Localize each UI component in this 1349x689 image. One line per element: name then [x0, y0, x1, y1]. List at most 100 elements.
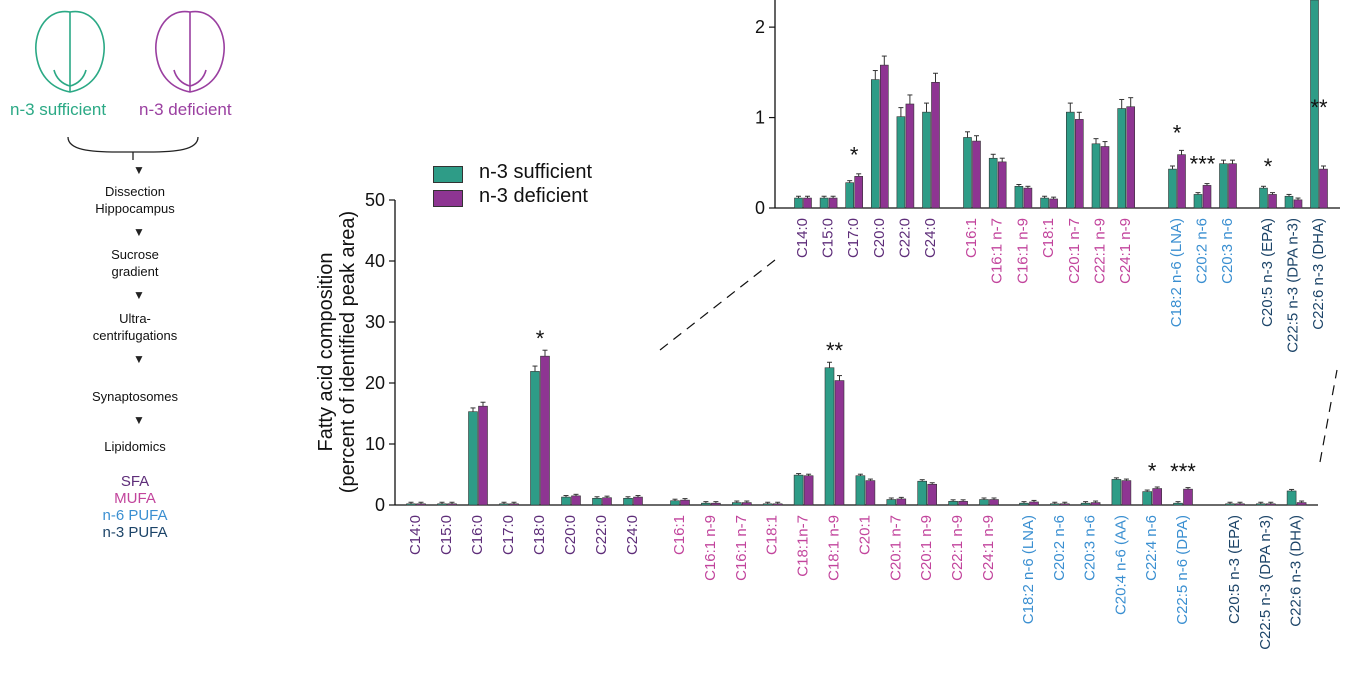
bar-deficient — [509, 503, 519, 506]
arrow-icon: ▼ — [133, 352, 145, 366]
bar-deficient — [803, 197, 812, 209]
bar-sufficient — [1168, 168, 1177, 209]
category-label: C18:1 n-9 — [826, 515, 843, 581]
category-label: C24:0 — [922, 218, 939, 258]
category-label: C14:0 — [794, 218, 811, 258]
bar-sufficient — [1256, 503, 1266, 506]
bar-sufficient — [1117, 108, 1126, 209]
bar-deficient — [1060, 503, 1070, 506]
bar-sufficient — [917, 480, 928, 506]
bar-sufficient — [1111, 479, 1122, 506]
step-ultra: Ultra- — [119, 311, 151, 326]
category-label: C14:0 — [407, 515, 424, 555]
bar-deficient — [931, 81, 940, 209]
category-label: C16:1 n-9 — [1014, 218, 1031, 284]
arrow-icon: ▼ — [133, 163, 145, 177]
bar-deficient — [803, 475, 814, 506]
zoom-connector-right — [1319, 369, 1338, 463]
significance-marker: * — [536, 326, 545, 351]
significance-marker: * — [1148, 459, 1157, 484]
y-tick-label: 20 — [365, 373, 385, 393]
bar-deficient — [1152, 488, 1162, 506]
bar-sufficient — [437, 503, 447, 506]
category-label: C16:1 n-7 — [733, 515, 750, 581]
category-label: C20:1 — [856, 515, 873, 555]
bar-sufficient — [1019, 502, 1029, 506]
brain-sufficient-icon — [35, 10, 105, 93]
bar-sufficient — [948, 501, 958, 506]
brain-left-label: n-3 sufficient — [10, 100, 107, 119]
bar-sufficient — [979, 499, 989, 506]
bar-sufficient — [468, 411, 478, 506]
bar-deficient — [680, 499, 690, 506]
merge-bracket — [67, 136, 199, 160]
bar-deficient — [1023, 187, 1033, 209]
bar-sufficient — [1142, 491, 1152, 506]
bar-sufficient — [988, 157, 998, 209]
step-dissection: Dissection — [105, 184, 165, 199]
bar-deficient — [896, 498, 907, 506]
bar-deficient — [602, 497, 612, 506]
category-label: C22:5 n-3 (DPA n-3) — [1285, 218, 1302, 353]
bar-sufficient — [1259, 187, 1268, 209]
bar-deficient — [571, 495, 581, 506]
bar-deficient — [1293, 199, 1303, 209]
step-hippocampus: Hippocampus — [95, 201, 175, 216]
class-label-n6: n-6 PUFA — [102, 507, 168, 524]
category-label: C20:1 n-7 — [1066, 218, 1083, 284]
significance-marker: ** — [1310, 95, 1328, 120]
category-label: C15:0 — [438, 515, 455, 555]
bar-sufficient — [1050, 503, 1060, 506]
bar-deficient — [1319, 168, 1328, 209]
bar-sufficient — [499, 503, 509, 506]
bar-deficient — [1266, 503, 1276, 506]
category-label: C20:0 — [562, 515, 579, 555]
class-label-mufa: MUFA — [114, 490, 156, 507]
category-label: C22:5 n-6 (DPA) — [1174, 515, 1191, 625]
category-label: C20:1 n-9 — [918, 515, 935, 581]
bar-deficient — [1075, 119, 1084, 209]
category-label: C22:5 n-3 (DPA n-3) — [1257, 515, 1274, 650]
category-label: C20:5 n-3 (EPA) — [1226, 515, 1243, 624]
workflow-diagram: n-3 sufficient n-3 deficient ▼ Dissectio… — [0, 0, 290, 689]
arrow-icon: ▼ — [133, 288, 145, 302]
category-label: C18:2 n-6 (LNA) — [1168, 218, 1185, 327]
bar-sufficient — [793, 474, 804, 506]
bar-sufficient — [922, 111, 931, 209]
category-label: C18:2 n-6 (LNA) — [1020, 515, 1037, 624]
step-gradient: gradient — [111, 264, 159, 279]
step-lipidomics: Lipidomics — [104, 439, 166, 454]
bar-deficient — [972, 140, 981, 209]
category-label: C20:2 n-6 — [1194, 218, 1211, 284]
bar-deficient — [879, 64, 889, 209]
y-tick-label: 40 — [365, 251, 385, 271]
bar-sufficient — [701, 502, 711, 506]
category-label: C22:6 n-3 (DHA) — [1310, 218, 1327, 330]
bar-sufficient — [1066, 111, 1075, 209]
bar-sufficient — [406, 503, 416, 506]
bar-sufficient — [870, 79, 880, 209]
brain-icons — [35, 10, 225, 160]
category-label: C20:0 — [871, 218, 888, 258]
bar-sufficient — [1219, 163, 1228, 209]
legend-label-deficient: n-3 deficient — [479, 185, 588, 207]
brain-deficient-icon — [155, 10, 225, 93]
category-label: C24:0 — [624, 515, 641, 555]
category-label: C16:1 — [963, 218, 980, 258]
category-label: C22:1 n-9 — [949, 515, 966, 581]
bar-sufficient — [886, 499, 897, 506]
bar-deficient — [905, 103, 915, 209]
category-label: C22:1 n-9 — [1092, 218, 1109, 284]
significance-marker: * — [1173, 121, 1182, 146]
y-tick-label: 50 — [365, 190, 385, 210]
class-label-n3: n-3 PUFA — [102, 524, 168, 541]
bar-deficient — [927, 483, 938, 506]
bar-sufficient — [845, 182, 855, 209]
significance-marker: * — [1264, 154, 1273, 179]
brain-right-label: n-3 deficient — [139, 100, 232, 119]
bar-deficient — [828, 197, 838, 209]
bar-deficient — [1029, 501, 1039, 506]
category-label: C16:1 n-9 — [702, 515, 719, 581]
significance-marker: * — [850, 142, 859, 167]
